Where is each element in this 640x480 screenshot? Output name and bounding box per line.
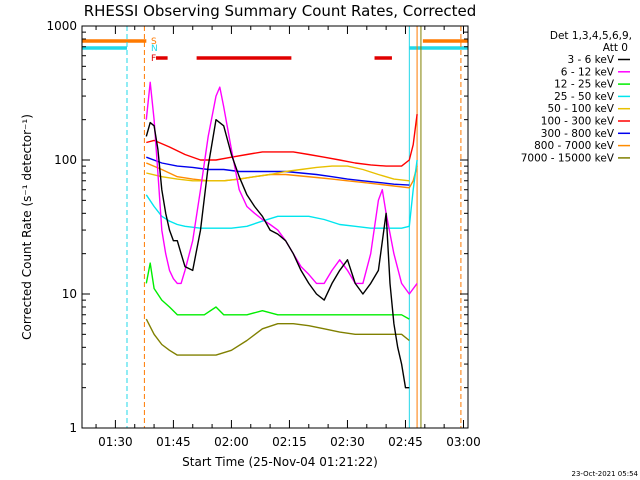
- series-line-25-50-keV: [145, 159, 418, 229]
- series-line-50-100-keV: [146, 165, 410, 182]
- y-tick-label: 1000: [46, 19, 77, 33]
- series-line-100-300-keV: [146, 114, 418, 167]
- legend-label: 12 - 25 keV: [554, 79, 615, 91]
- legend-header-line-2: Att 0: [603, 42, 628, 54]
- legend-label: 300 - 800 keV: [541, 128, 615, 140]
- series-line-6-12-keV: [145, 81, 418, 295]
- timestamp-stamp: 23-Oct-2021 05:54: [572, 470, 639, 478]
- x-tick-label: 02:45: [388, 435, 423, 449]
- legend-header-line-1: Det 1,3,4,5,6,9,: [550, 30, 632, 42]
- x-axis-label: Start Time (25-Nov-04 01:21:22): [182, 455, 378, 469]
- chart-title: RHESSI Observing Summary Count Rates, Co…: [84, 2, 477, 20]
- series-line-3-6-keV: [145, 118, 410, 389]
- series-line-800-7000-keV: [146, 162, 418, 189]
- plot-frame: [81, 25, 469, 429]
- series-line-12-25-keV: [145, 262, 410, 320]
- series-line-7000-15000-keV: [145, 318, 410, 356]
- legend-label: 800 - 7000 keV: [534, 140, 615, 152]
- y-tick-label: 100: [54, 153, 77, 167]
- x-axis-ticks: 01:30 01:45 02:00 02:15 02:30 02:45 03:00: [95, 26, 481, 449]
- flag-label-S: S: [151, 37, 157, 47]
- legend-label: 25 - 50 keV: [554, 91, 615, 103]
- flag-label-N: N: [151, 44, 158, 54]
- x-tick-label: 02:15: [272, 435, 307, 449]
- y-tick-label: 1: [69, 421, 77, 435]
- vertical-markers: [126, 26, 462, 428]
- y-tick-label: 10: [62, 287, 77, 301]
- legend-label: 7000 - 15000 keV: [521, 152, 615, 164]
- x-tick-label: 02:30: [330, 435, 365, 449]
- flag-bars: SNF: [82, 37, 468, 64]
- series-line-300-800-keV: [146, 156, 410, 186]
- legend-label: 3 - 6 keV: [567, 54, 614, 66]
- x-tick-label: 01:45: [156, 435, 191, 449]
- x-tick-label: 01:30: [98, 435, 133, 449]
- x-tick-label: 03:00: [446, 435, 481, 449]
- y-axis-label: Corrected Count Rate (s⁻¹ detector⁻¹): [20, 114, 34, 340]
- legend-label: 100 - 300 keV: [541, 116, 615, 128]
- y-axis-ticks: 1 10 100 1000: [46, 19, 468, 435]
- legend-label: 50 - 100 keV: [547, 103, 614, 115]
- legend-label: 6 - 12 keV: [561, 66, 615, 78]
- series-lines: [145, 81, 418, 389]
- flag-label-F: F: [151, 54, 156, 64]
- x-tick-label: 02:00: [214, 435, 249, 449]
